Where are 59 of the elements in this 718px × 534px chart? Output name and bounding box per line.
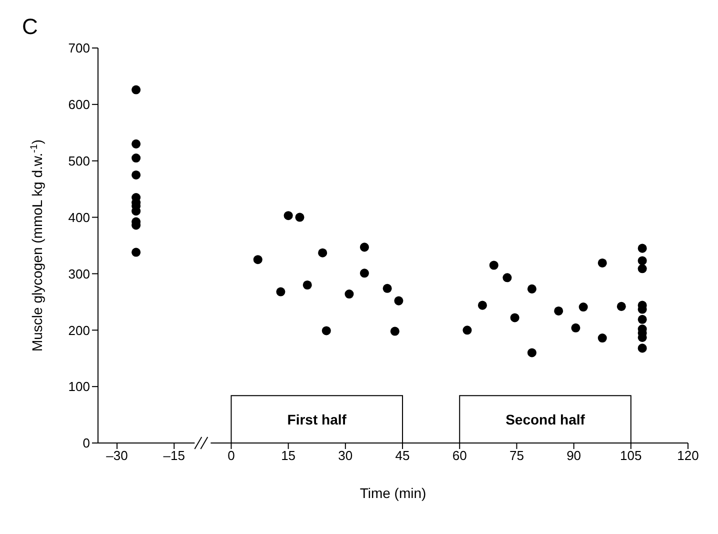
point [638,314,647,324]
x-tick-label: 45 [395,448,410,464]
y-tick-label: 200 [68,322,90,338]
x-tick-label: 60 [452,448,467,464]
point [489,260,498,270]
x-tick-label: 0 [228,448,235,464]
y-tick-label: 500 [68,153,90,168]
y-tick-label: 0 [82,436,90,451]
y-tick-label: 400 [68,210,90,225]
point [527,284,536,294]
point [132,139,141,148]
x-tick-label: 75 [509,448,524,464]
point [132,85,141,94]
point [598,334,607,343]
point [360,268,369,278]
point [360,242,369,252]
x-tick-label: 15 [281,448,296,464]
point [382,284,392,293]
point [322,326,331,336]
point [295,212,304,222]
point [318,248,328,258]
y-tick-label: 100 [68,379,90,394]
point [554,306,564,316]
point [502,273,512,282]
point [638,264,647,274]
point [284,211,293,220]
x-tick-label: –30 [106,448,128,464]
point [462,326,472,335]
point [578,302,588,312]
point [132,154,141,163]
y-tick-label: 300 [68,266,90,282]
point [132,248,141,257]
x-tick-label: 120 [677,448,699,464]
point [344,290,354,299]
x-tick-label: 105 [620,448,642,464]
x-tick-label: 90 [566,448,582,464]
point [616,302,626,311]
point [394,296,404,306]
point [527,348,536,358]
point [253,255,262,264]
point [276,287,286,296]
y-tick-label: 700 [68,40,90,56]
point [638,256,647,266]
point [478,300,487,310]
band-label: Second half [506,411,586,428]
x-tick-label: –15 [163,448,185,464]
point [638,344,647,353]
chart-title: C [22,14,38,40]
point [510,313,520,322]
point [571,323,580,332]
band-label: First half [287,411,347,428]
y-tick-label: 600 [68,97,90,112]
point [638,244,647,253]
point [598,258,607,268]
x-tick-label: 30 [338,448,353,464]
point [390,326,400,336]
point [132,170,141,180]
x-axis-title: Time (min) [360,485,426,501]
point [302,280,312,290]
